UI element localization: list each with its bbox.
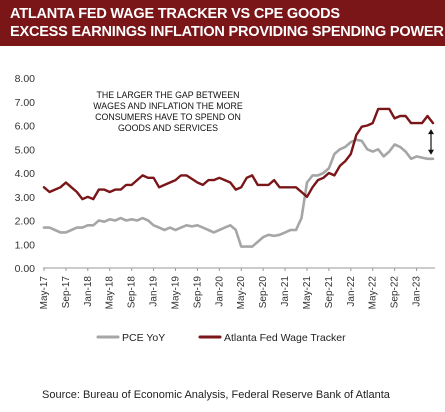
x-tick-label: Jan-21 [280, 276, 291, 307]
x-tick-label: May-18 [105, 276, 116, 310]
x-tick-label: Sep-21 [324, 276, 335, 309]
y-tick-label: 1.00 [15, 239, 36, 251]
x-tick-label: Jan-22 [346, 276, 357, 307]
annotation-text-line: GOODS AND SERVICES [118, 123, 218, 133]
x-tick-label: May-19 [170, 276, 181, 310]
legend-wage-tracker-label: Atlanta Fed Wage Tracker [224, 332, 346, 344]
x-tick-label: May-21 [302, 276, 313, 310]
annotation-text-line: CONSUMERS HAVE TO SPEND ON [95, 112, 241, 122]
chart-panel: 0.00 1.00 2.00 3.00 4.00 5.00 6.00 7.00 8.00 May-… [0, 46, 445, 412]
y-tick-label: 2.00 [15, 216, 36, 228]
y-tick-label: 7.00 [15, 97, 36, 109]
x-tick-label: Jan-19 [149, 276, 160, 307]
x-tick-label: Sep-18 [127, 276, 138, 309]
series-line-wage-tracker [42, 107, 435, 201]
x-tick-label: Sep-17 [61, 276, 72, 309]
source-note: Source: Bureau of Economic Analysis, Fed… [42, 389, 390, 401]
gap-arrow-head-down [428, 149, 434, 155]
x-tick-label: Sep-20 [258, 276, 269, 309]
y-tick-label: 3.00 [15, 192, 36, 204]
x-tick-label: May-20 [236, 276, 247, 310]
annotation-text-line: THE LARGER THE GAP BETWEEN [97, 90, 240, 100]
series-line-pce-yoy [42, 138, 435, 248]
y-tick-label: 8.00 [15, 73, 36, 85]
x-tick-label: May-17 [39, 276, 50, 310]
x-tick-label: Sep-19 [192, 276, 203, 309]
legend-pce-yoy-label: PCE YoY [122, 332, 165, 344]
chart-title-line-1: ATLANTA FED WAGE TRACKER VS CPE GOODS [10, 6, 340, 22]
y-tick-label: 4.00 [15, 168, 36, 180]
line-chart: 0.00 1.00 2.00 3.00 4.00 5.00 6.00 7.00 8.00 May-… [15, 73, 435, 344]
x-tick-label: Jan-18 [83, 276, 94, 307]
gap-arrow-head-up [428, 129, 434, 135]
x-tick-label: Jan-20 [214, 276, 225, 307]
y-tick-label: 0.00 [15, 263, 36, 275]
y-tick-label: 5.00 [15, 144, 36, 156]
title-bar: ATLANTA FED WAGE TRACKER VS CPE GOODS EX… [0, 0, 445, 46]
x-tick-label: Sep-22 [390, 276, 401, 309]
annotation-text-line: WAGES AND INFLATION THE MORE [93, 101, 243, 111]
y-tick-label: 6.00 [15, 121, 36, 133]
x-tick-label: Jan-23 [412, 276, 423, 307]
x-tick-label: May-22 [368, 276, 379, 310]
chart-title-line-2: EXCESS EARNINGS INFLATION PROVIDING SPEN… [10, 24, 444, 40]
